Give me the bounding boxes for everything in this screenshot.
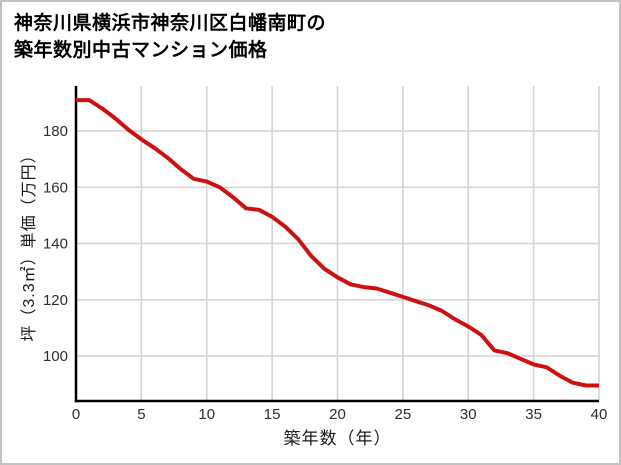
chart-title: 神奈川県横浜市神奈川区白幡南町の 築年数別中古マンション価格 bbox=[14, 10, 326, 64]
y-tick-label: 120 bbox=[43, 292, 68, 309]
y-tick-label: 140 bbox=[43, 236, 68, 253]
x-tick-label: 25 bbox=[395, 406, 412, 423]
x-tick-label: 5 bbox=[137, 406, 145, 423]
x-tick-label: 30 bbox=[460, 406, 477, 423]
x-tick-label: 35 bbox=[525, 406, 542, 423]
chart-title-line1: 神奈川県横浜市神奈川区白幡南町の bbox=[14, 13, 327, 34]
y-tick-label: 160 bbox=[43, 179, 68, 196]
chart-title-line2: 築年数別中古マンション価格 bbox=[14, 40, 268, 61]
y-tick-label: 180 bbox=[43, 123, 68, 140]
price-line bbox=[76, 98, 599, 388]
x-tick-label: 40 bbox=[591, 406, 608, 423]
x-tick-label: 10 bbox=[198, 406, 215, 423]
x-tick-label: 15 bbox=[264, 406, 281, 423]
x-axis-label: 築年数（年） bbox=[283, 429, 392, 448]
y-axis-label: 坪（3.3㎡）単価（万円） bbox=[21, 146, 38, 342]
x-tick-label: 0 bbox=[72, 406, 80, 423]
x-tick-label: 20 bbox=[329, 406, 346, 423]
y-tick-label: 100 bbox=[43, 348, 68, 365]
